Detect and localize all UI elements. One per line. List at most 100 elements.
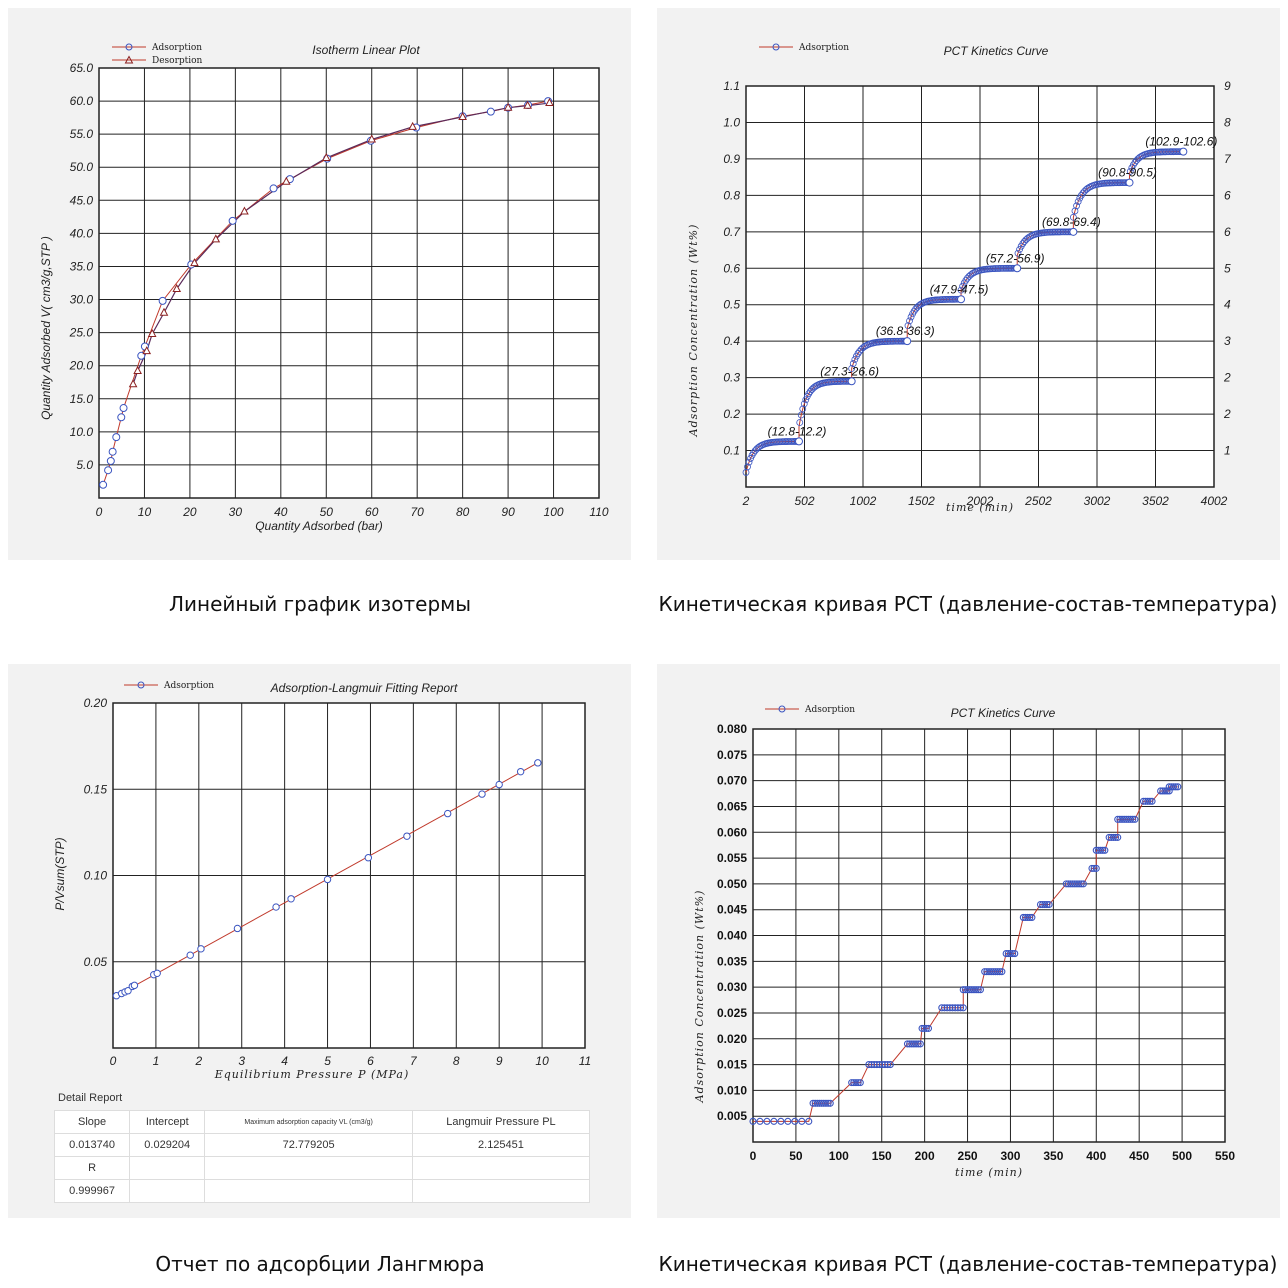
y-tick-label: 0.3 xyxy=(723,371,740,385)
adsorption-point xyxy=(1099,846,1107,854)
adsorption-point xyxy=(974,986,982,994)
x-tick-label: 5 xyxy=(324,1054,331,1068)
adsorption-point xyxy=(756,1117,764,1125)
langmuir-panel: 0 1 2 3 4 5 6 7 8 9 10 11 0.05 0.10 0.15 0.20 Adsorption… xyxy=(8,664,631,1218)
y-tick-label: 15.0 xyxy=(70,392,94,406)
step-annotation: (12.8-12.2) xyxy=(768,424,827,438)
adsorption-point xyxy=(108,447,117,456)
vl-value: 72.779205 xyxy=(204,1133,413,1157)
intercept-value: 0.029204 xyxy=(129,1133,206,1157)
y2-tick-label: 6 xyxy=(1224,188,1231,202)
adsorption-point xyxy=(878,1061,886,1069)
y-tick-label: 0.015 xyxy=(717,1058,747,1072)
step-end-point xyxy=(847,377,856,386)
y2-tick-label: 1 xyxy=(1224,444,1231,458)
adsorption-point xyxy=(884,1061,892,1069)
adsorption-point xyxy=(749,1117,757,1125)
adsorption-point xyxy=(972,986,980,994)
x-tick-label: 350 xyxy=(1043,1149,1063,1163)
step-end-point xyxy=(1013,264,1022,273)
y-tick-label: 0.6 xyxy=(723,261,740,275)
y-tick-label: 0.4 xyxy=(723,334,740,348)
adsorption-point xyxy=(849,360,857,367)
caption-pct-2: Кинетическая кривая PCT (давление-состав… xyxy=(658,1252,1278,1276)
y-tick-label: 0.025 xyxy=(717,1006,747,1020)
step-annotation: (69.8-69.4) xyxy=(1042,215,1101,229)
adsorption-point xyxy=(865,1061,873,1069)
x-tick-label: 50 xyxy=(320,505,334,519)
adsorption-point xyxy=(852,1079,860,1087)
adsorption-point xyxy=(269,184,278,193)
adsorption-point xyxy=(940,1004,949,1012)
y-tick-label: 0.10 xyxy=(84,869,108,883)
x-tick-label: 3502 xyxy=(1142,494,1169,508)
adsorption-point xyxy=(197,945,205,953)
adsorption-point xyxy=(130,981,139,990)
x-axis-label: time (min) xyxy=(955,1166,1023,1179)
y-tick-label: 0.055 xyxy=(717,851,747,865)
adsorption-point xyxy=(1101,846,1109,854)
legend-adsorption-marker xyxy=(137,681,145,689)
x-tick-label: 6 xyxy=(367,1054,374,1068)
step-end-point xyxy=(903,337,912,346)
r-header: R xyxy=(53,1156,131,1180)
y-axis-label: Quantity Adsorbed V( cm3/g,STP ) xyxy=(39,236,53,420)
adsorption-point xyxy=(799,405,807,413)
adsorption-point xyxy=(876,1061,884,1069)
desorption-point xyxy=(133,365,142,374)
adsorption-point xyxy=(796,419,804,426)
adsorption-point xyxy=(233,924,242,933)
adsorption-point xyxy=(907,313,915,321)
adsorption-point xyxy=(777,1117,785,1125)
adsorption-point xyxy=(534,759,542,767)
adsorption-point xyxy=(998,968,1006,976)
x-tick-label: 10 xyxy=(535,1054,549,1068)
adsorption-point xyxy=(922,1024,930,1032)
isotherm-chart: 0 10 20 30 40 50 60 70 80 90 100 110 5.0 10.0 15.0 20.0… xyxy=(39,43,609,533)
x-tick-label: 8 xyxy=(453,1054,460,1068)
adsorption-point xyxy=(916,1040,924,1048)
pl-value: 2.125451 xyxy=(411,1133,591,1157)
y-tick-label: 30.0 xyxy=(70,293,94,307)
step-end-point xyxy=(1125,178,1134,187)
adsorption-point xyxy=(873,1061,881,1069)
adsorption-point xyxy=(943,1004,951,1012)
adsorption-point xyxy=(1146,797,1154,805)
adsorption-point xyxy=(1028,913,1036,921)
adsorption-point xyxy=(1144,797,1152,805)
desorption-point xyxy=(545,98,554,107)
adsorption-point xyxy=(1169,783,1178,791)
y-tick-label: 55.0 xyxy=(70,127,94,141)
adsorption-point xyxy=(1027,232,1035,240)
adsorption-point xyxy=(1112,833,1120,841)
adsorption-point xyxy=(1131,815,1139,823)
y-axis-label: P/Vsum(STP) xyxy=(53,837,67,910)
x-tick-label: 2002 xyxy=(966,494,994,508)
y2-tick-label: 3 xyxy=(1224,334,1231,348)
y-tick-label: 1.1 xyxy=(723,79,740,93)
desorption-point xyxy=(142,346,152,355)
adsorption-point xyxy=(951,1004,959,1012)
step-annotation: (90.8-90.5) xyxy=(1098,166,1157,180)
adsorption-point xyxy=(959,1004,967,1012)
y-tick-label: 1.0 xyxy=(723,115,740,129)
adsorption-point xyxy=(1074,198,1082,205)
adsorption-point xyxy=(1077,880,1085,888)
x-tick-label: 400 xyxy=(1086,1149,1106,1163)
adsorption-point xyxy=(954,1004,962,1012)
adsorption-point xyxy=(516,767,525,776)
adsorption-point xyxy=(1129,815,1137,823)
caption-isotherm: Линейный график изотермы xyxy=(168,592,472,616)
adsorption-point xyxy=(104,466,113,475)
step-annotation: (27.3-26.6) xyxy=(820,364,879,378)
adsorption-point xyxy=(403,832,411,840)
adsorption-point xyxy=(443,809,452,818)
pct-kinetics-chart-2: 0 50 100 150 200 250 300 350 400 450 500 550 0.005 0.… xyxy=(693,705,1235,1179)
y-tick-label: 0.5 xyxy=(723,298,740,312)
adsorption-point xyxy=(881,1061,889,1069)
desorption-point xyxy=(159,307,169,316)
adsorption-point xyxy=(970,269,978,277)
adsorption-point xyxy=(770,1117,778,1125)
adsorption-point xyxy=(1148,797,1156,805)
adsorption-point xyxy=(957,1004,965,1012)
